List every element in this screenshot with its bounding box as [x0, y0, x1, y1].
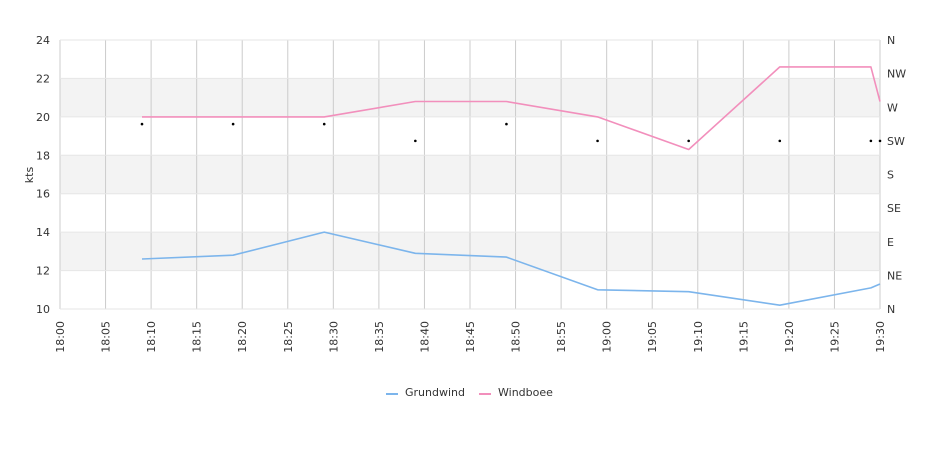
- y-tick-label: 10: [36, 303, 50, 316]
- x-tick-label: 18:05: [100, 321, 113, 353]
- y-tick-label: 18: [36, 149, 50, 162]
- legend-label-windboee[interactable]: Windboee: [498, 386, 553, 399]
- y-tick-label: 20: [36, 111, 50, 124]
- legend-label-grundwind[interactable]: Grundwind: [405, 386, 465, 399]
- y-tick-label: 24: [36, 34, 50, 47]
- direction-marker: [322, 122, 326, 126]
- x-tick-label: 19:00: [601, 321, 614, 353]
- direction-marker: [778, 139, 782, 143]
- direction-marker: [596, 139, 599, 143]
- x-tick-label: 18:10: [145, 321, 158, 353]
- y-axis-label: kts: [23, 167, 36, 184]
- direction-tick-label: SW: [887, 135, 905, 148]
- x-tick-label: 18:55: [555, 321, 568, 353]
- y-tick-label: 22: [36, 72, 50, 85]
- x-tick-label: 18:45: [464, 321, 477, 353]
- x-tick-label: 18:00: [54, 321, 67, 353]
- x-tick-label: 18:15: [191, 321, 204, 353]
- direction-marker: [505, 122, 508, 126]
- x-tick-label: 18:50: [510, 321, 523, 353]
- x-tick-label: 19:25: [828, 321, 841, 353]
- x-tick-label: 19:15: [737, 321, 750, 353]
- x-axis-ticks: 18:00 18:05 18:10 18:15 18:20 18:25 18:30 18:35…: [54, 321, 887, 353]
- direction-tick-label: N: [887, 34, 895, 47]
- series-lines: [141, 66, 881, 306]
- direction-tick-label: NW: [887, 68, 906, 81]
- direction-tick-label: SE: [887, 202, 901, 215]
- direction-axis-ticks: N NE E SE S SW W NW N: [887, 34, 906, 316]
- x-tick-label: 18:40: [418, 321, 431, 353]
- x-tick-label: 19:20: [783, 321, 796, 353]
- direction-tick-label: S: [887, 169, 894, 182]
- direction-tick-label: E: [887, 236, 894, 249]
- y-tick-label: 14: [36, 226, 50, 239]
- direction-markers: [140, 122, 882, 143]
- direction-marker: [687, 139, 690, 143]
- direction-marker: [878, 139, 882, 143]
- y-tick-label: 12: [36, 265, 50, 278]
- x-tick-label: 18:25: [282, 321, 295, 353]
- legend: Grundwind Windboee: [386, 386, 553, 399]
- x-tick-label: 18:30: [327, 321, 340, 353]
- direction-marker: [140, 122, 144, 126]
- direction-tick-label: W: [887, 101, 898, 114]
- direction-marker: [869, 139, 873, 143]
- direction-marker: [414, 139, 417, 143]
- x-tick-label: 19:10: [692, 321, 705, 353]
- direction-tick-label: N: [887, 303, 895, 316]
- y-tick-label: 16: [36, 188, 50, 201]
- direction-marker: [231, 122, 235, 126]
- series-line-windboee: [142, 66, 881, 151]
- x-tick-label: 19:05: [646, 321, 659, 353]
- grid-lines: [59, 39, 881, 310]
- direction-tick-label: NE: [887, 269, 902, 282]
- y-axis-ticks: 10 12 14 16 18 20 22 24: [36, 34, 50, 316]
- x-tick-label: 19:30: [874, 321, 887, 353]
- series-line-grundwind: [141, 231, 881, 306]
- x-tick-label: 18:20: [236, 321, 249, 353]
- x-tick-label: 18:35: [373, 321, 386, 353]
